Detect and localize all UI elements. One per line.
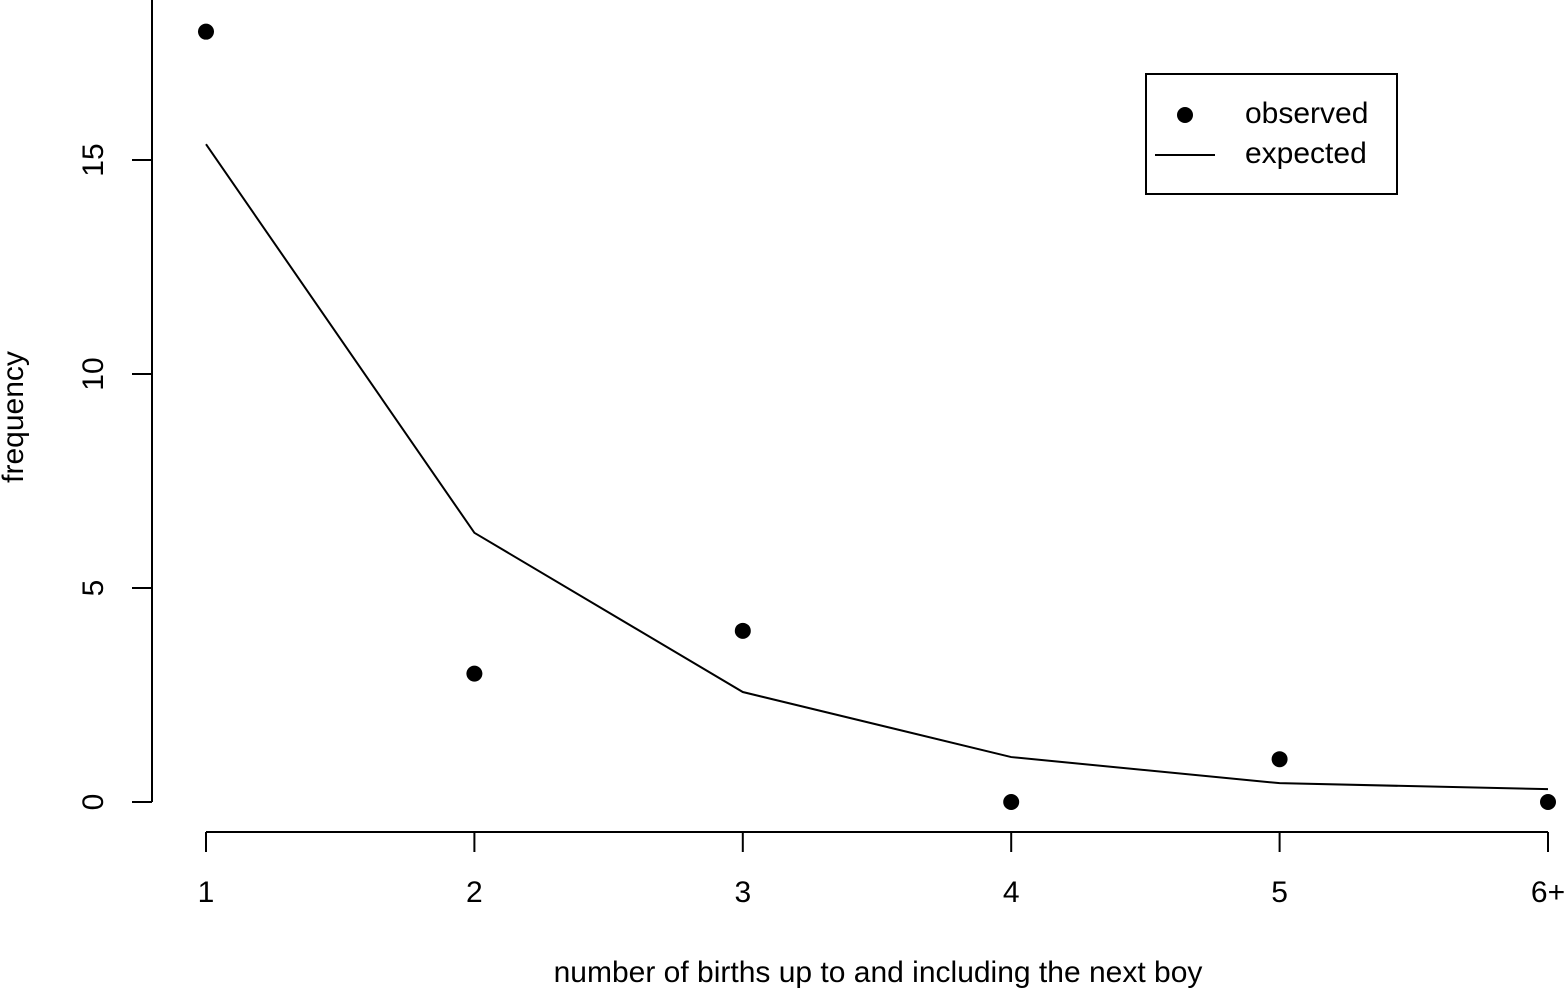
legend-label: expected: [1245, 137, 1367, 170]
expected-line: [205, 143, 1549, 791]
observed-point: [198, 23, 214, 40]
x-axis-label: number of births up to and including the…: [554, 956, 1203, 989]
y-tick-label: 15: [77, 143, 110, 176]
y-tick-label: 5: [77, 580, 110, 597]
y-axis-label: frequency: [0, 351, 30, 483]
legend-label: observed: [1245, 97, 1368, 130]
observed-point: [734, 622, 751, 639]
x-tick-label: 2: [466, 876, 483, 909]
legend-marker: [1177, 107, 1193, 123]
observed-point: [1003, 794, 1020, 810]
x-tick-label: 1: [198, 876, 215, 909]
x-tick-label: 5: [1271, 876, 1288, 909]
x-tick-label: 3: [734, 876, 751, 909]
x-tick-label: 4: [1003, 876, 1020, 909]
legend-box: [1145, 73, 1398, 195]
y-tick-label: 0: [77, 794, 110, 811]
observed-point: [1271, 751, 1288, 768]
x-tick-label: 6+: [1531, 876, 1565, 909]
y-tick-label: 10: [77, 357, 110, 390]
observed-point: [466, 665, 483, 682]
observed-point: [1540, 794, 1556, 810]
